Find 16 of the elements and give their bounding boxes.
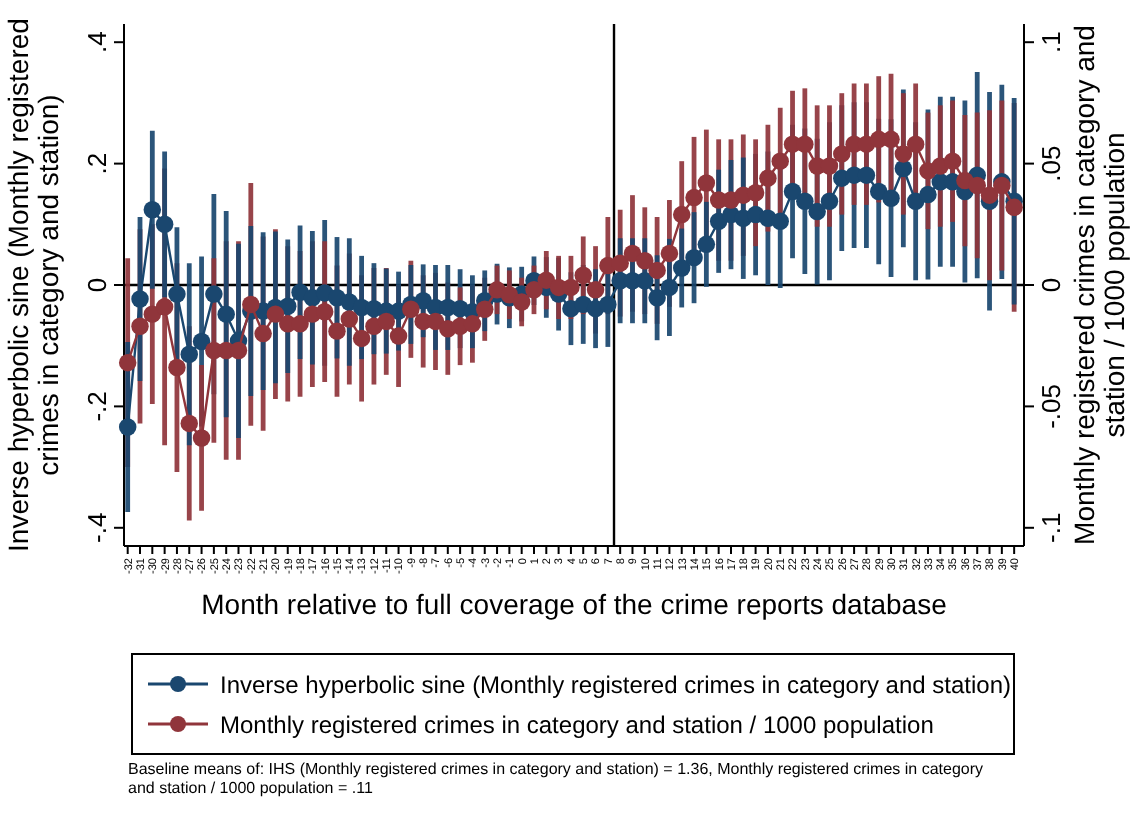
y2-axis-title: Monthly registered crimes in category and station / 1000 population [1068,25,1130,545]
y-axis-title: Inverse hyperbolic sine (Monthly registered crimes in category and station) [2,18,64,552]
y-tick-label: 0 [82,277,112,293]
y2-tick-label: 0 [1036,277,1066,293]
y2-tick-label: -.05 [1036,383,1066,429]
text: Baseline means of: IHS (Monthly registered crimes in category and station) = 1.36, Monthly registered crimes in category and station / 1000 population = .11 [128,760,984,797]
y-tick-label: -.2 [82,391,112,422]
y2-tick-label: -.1 [1036,512,1066,543]
y2-tick-label: .05 [1036,145,1066,182]
y-tick-label: .4 [82,31,112,54]
legend-label: Monthly registered crimes in category and station / 1000 population [220,711,934,739]
y2-tick-label: .1 [1036,31,1066,54]
y-tick-label: .2 [82,152,112,175]
legend-label: Inverse hyperbolic sine (Monthly registered crimes in category and station) [220,671,1012,699]
y-tick-label: -.4 [82,512,112,543]
x-axis-title: Month relative to full coverage of the crime reports database [201,588,948,620]
